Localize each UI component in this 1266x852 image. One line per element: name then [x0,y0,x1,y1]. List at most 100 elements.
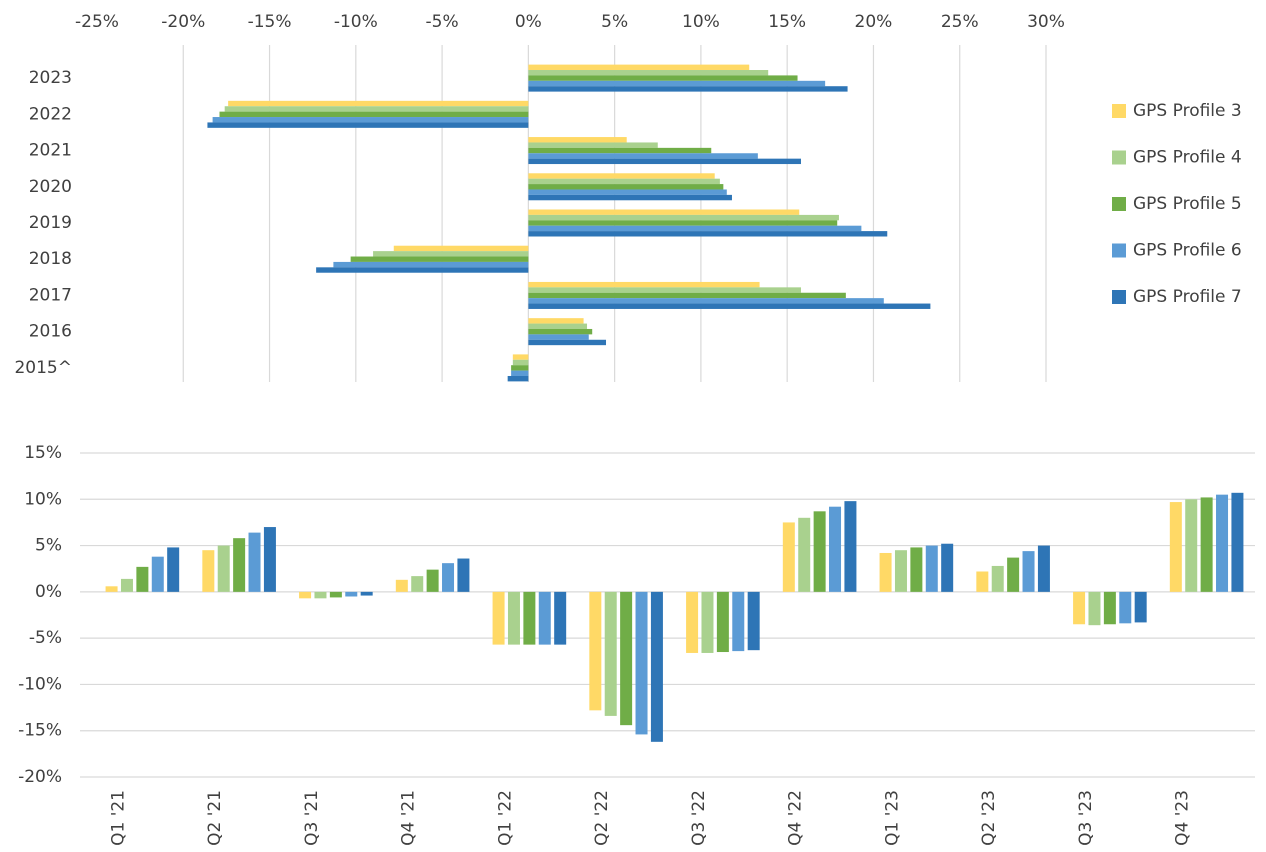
bar [528,178,720,185]
x-tick-label: Q2 '21 [205,790,225,846]
bar [910,547,923,592]
bar [528,334,589,340]
legend-label: GPS Profile 7 [1133,287,1242,307]
bar [528,75,798,81]
y-tick-label: -10% [18,674,62,694]
x-tick-label: -5% [426,12,459,32]
y-tick-label: 2020 [29,177,72,197]
bar [333,261,529,268]
bar [212,117,529,123]
bar [442,563,455,592]
bar [228,100,529,107]
bar [528,194,732,201]
bar [248,532,261,592]
bar [207,122,529,128]
x-tick-label: -25% [75,12,119,32]
y-tick-label: -15% [18,721,62,741]
x-tick-label: 25% [941,12,979,32]
bar [528,323,588,329]
bar [528,80,826,87]
bar [528,339,607,346]
bar [747,591,760,651]
bar [528,70,769,76]
bar [732,591,745,652]
bar [554,591,567,645]
bar [512,354,529,360]
bar [1022,551,1035,592]
y-tick-label: 5% [35,536,62,556]
x-tick-label: Q1 '21 [108,790,128,846]
legend-label: GPS Profile 6 [1133,241,1242,261]
bar [219,111,529,118]
legend-label: GPS Profile 4 [1133,148,1242,168]
bar [528,220,838,226]
y-tick-label: 2016 [29,322,72,342]
x-tick-label: 20% [855,12,893,32]
bar [511,365,529,371]
bar [202,550,215,592]
bar [345,591,358,597]
bar [263,527,276,592]
x-tick-label: 30% [1027,12,1065,32]
bar [528,298,884,304]
bar [393,245,529,252]
bar [528,303,931,309]
bar [635,591,648,735]
y-tick-label: 2021 [29,141,72,161]
x-tick-label: -15% [248,12,292,32]
y-tick-label: -20% [18,767,62,787]
bar [528,189,727,195]
bar [528,173,715,179]
y-tick-label: 10% [24,489,62,509]
bar [528,142,658,148]
bar [589,591,602,711]
bar [1119,591,1132,624]
bar [151,556,164,592]
y-tick-label: 2023 [29,68,72,88]
x-tick-label: Q4 '21 [399,790,419,846]
bar [528,147,712,154]
y-tick-label: 0% [35,582,62,602]
bar [528,158,801,165]
bar [120,578,133,592]
bar [879,552,892,592]
legend-label: GPS Profile 3 [1133,101,1242,121]
x-tick-label: Q3 '22 [689,790,709,846]
bar [492,591,505,645]
bar [105,586,118,592]
bar [844,501,857,592]
bar [314,591,327,599]
bar [528,209,800,215]
bar [512,359,529,366]
bar [1216,494,1229,592]
x-tick-label: Q1 '23 [882,790,902,846]
bar [716,591,729,653]
bar [373,251,529,257]
x-tick-label: -10% [334,12,378,32]
legend-swatch [1112,150,1126,165]
bar [538,591,551,645]
bar [701,591,714,653]
bar [426,569,439,592]
bar [782,522,795,592]
bar [233,538,246,592]
y-tick-label: 2018 [29,249,72,269]
bar [686,591,699,653]
bar [457,558,470,592]
legend-swatch [1112,104,1126,118]
bar [1073,591,1086,625]
bar [350,256,529,262]
bar [528,153,758,159]
y-tick-label: 2017 [29,285,72,305]
x-tick-label: -20% [161,12,205,32]
y-tick-label: -5% [29,628,62,648]
bar [1088,591,1101,626]
bar [650,591,663,742]
bar [360,591,373,596]
y-tick-label: 2015^ [14,358,72,378]
bar [528,287,801,293]
bar [528,318,584,324]
bar [976,571,989,592]
bar [217,545,230,592]
bar [1103,591,1116,625]
